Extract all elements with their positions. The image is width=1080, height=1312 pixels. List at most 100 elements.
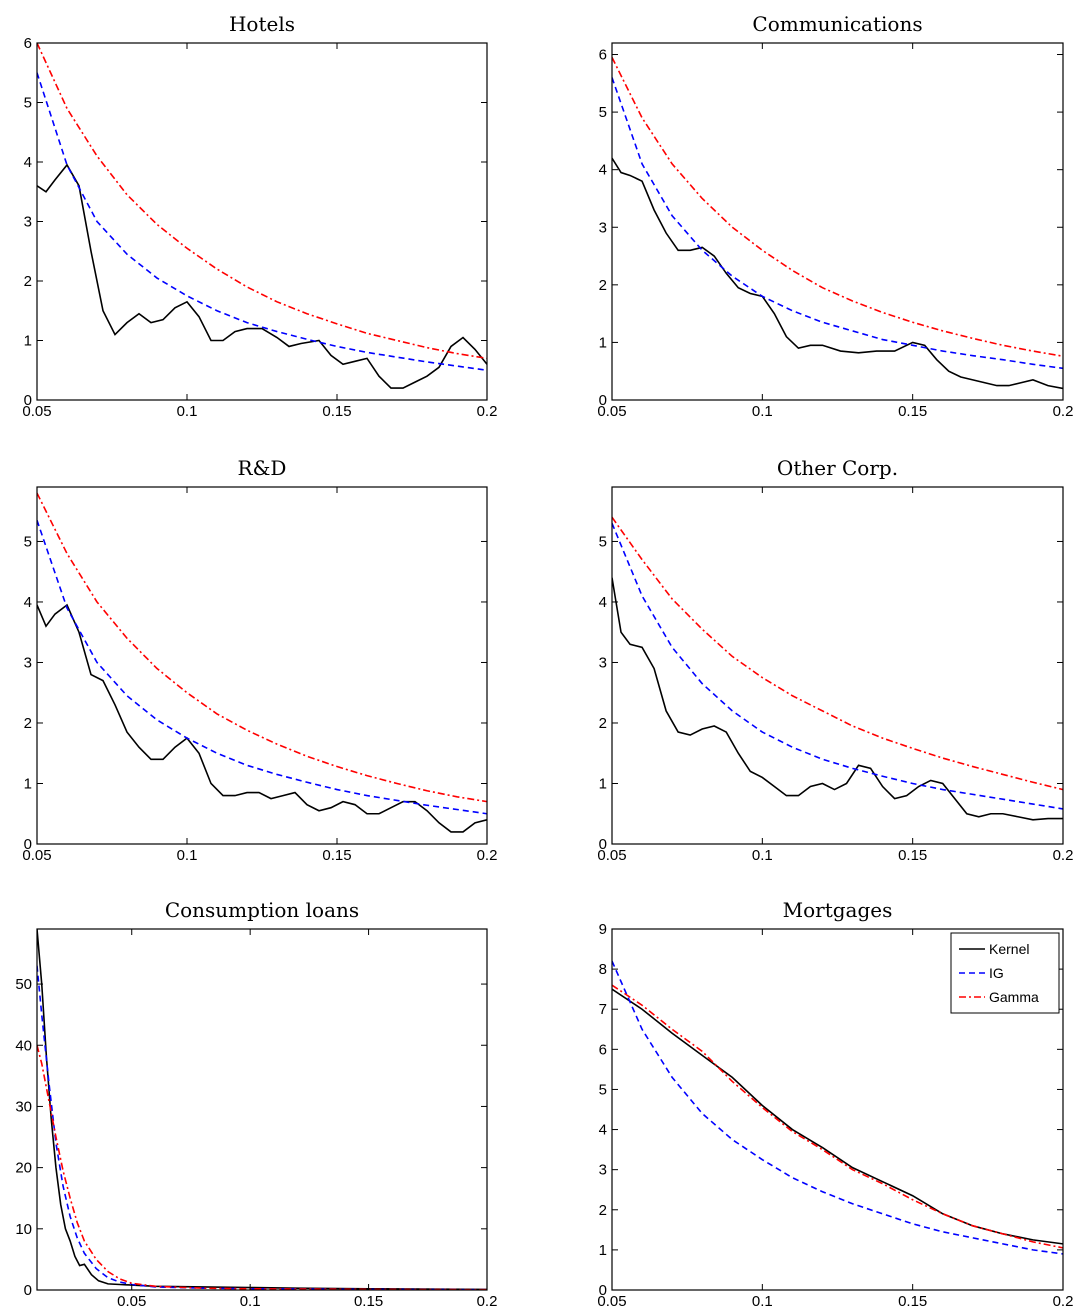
gamma-series-line — [612, 57, 1063, 358]
panel-title: R&D — [238, 456, 287, 480]
ig-series-line — [37, 72, 487, 372]
ig-series-line — [612, 960, 1063, 1255]
gamma-series-line — [37, 43, 487, 360]
y-tick-label: 2 — [24, 715, 32, 732]
y-tick-label: 6 — [599, 1041, 607, 1058]
y-tick-label: 4 — [599, 594, 607, 611]
y-tick-label: 4 — [599, 1122, 607, 1139]
x-tick-label: 0.05 — [597, 403, 626, 420]
y-tick-label: 2 — [599, 715, 607, 732]
x-tick-label: 0.05 — [22, 403, 51, 420]
legend: Kernel IG Gamma — [950, 932, 1060, 1014]
x-tick-label: 0.05 — [597, 847, 626, 864]
y-tick-label: 1 — [24, 775, 32, 792]
legend-label-ig: IG — [989, 965, 1004, 981]
y-tick-label: 5 — [24, 95, 32, 112]
y-tick-label: 4 — [24, 594, 32, 611]
gamma-series-line — [37, 492, 487, 803]
x-tick-label: 0.1 — [752, 403, 773, 420]
x-tick-label: 0.15 — [898, 847, 927, 864]
y-tick-label: 3 — [599, 654, 607, 671]
panel-title: Communications — [752, 12, 922, 36]
x-tick-label: 0.1 — [177, 847, 198, 864]
x-tick-label: 0.2 — [477, 847, 498, 864]
y-tick-label: 0 — [24, 1282, 32, 1299]
axes-box — [36, 486, 488, 845]
y-tick-label: 2 — [24, 273, 32, 290]
x-tick-label: 0.2 — [477, 1293, 498, 1310]
y-tick-label: 20 — [15, 1160, 32, 1177]
panel-6: Mortgages 0.05 0.1 0.15 0.2 0 1 2 3 4 5 6 7 8 9 — [597, 898, 1073, 1310]
kernel-series-line — [37, 929, 487, 1290]
y-tick-label: 9 — [599, 921, 607, 938]
y-tick-label: 5 — [24, 533, 32, 550]
y-tick-label: 8 — [599, 961, 607, 978]
y-tick-label: 2 — [599, 1202, 607, 1219]
x-tick-label: 0.1 — [177, 403, 198, 420]
y-tick-label: 0 — [599, 1282, 607, 1299]
panel-title: Mortgages — [783, 898, 893, 922]
y-tick-label: 2 — [599, 277, 607, 294]
panel-1: Hotels 0.05 0.1 0.15 0.2 0 1 2 3 4 5 6 — [22, 12, 497, 420]
panel-2: Communications 0.05 0.1 0.15 0.2 0 1 2 3 4 5 6 — [597, 12, 1073, 420]
x-tick-label: 0.15 — [898, 403, 927, 420]
y-tick-label: 1 — [599, 1242, 607, 1259]
y-tick-label: 40 — [15, 1037, 32, 1054]
kernel-series-line — [612, 988, 1063, 1245]
y-tick-label: 0 — [599, 392, 607, 409]
y-tick-label: 6 — [24, 35, 32, 52]
x-tick-label: 0.15 — [898, 1293, 927, 1310]
x-tick-label: 0.05 — [22, 847, 51, 864]
y-tick-label: 6 — [599, 47, 607, 64]
x-tick-label: 0.05 — [597, 1293, 626, 1310]
ig-series-line — [612, 77, 1063, 370]
gamma-series-line — [37, 1045, 487, 1290]
x-tick-label: 0.15 — [354, 1293, 383, 1310]
gamma-series-line — [612, 516, 1063, 791]
kernel-series-line — [37, 603, 487, 833]
ig-series-line — [37, 965, 487, 1290]
x-tick-label: 0.1 — [752, 847, 773, 864]
y-tick-label: 1 — [599, 775, 607, 792]
y-tick-label: 4 — [24, 154, 32, 171]
panel-4: Other Corp. 0.05 0.1 0.15 0.2 0 1 2 3 4 5 — [597, 456, 1073, 864]
y-tick-label: 3 — [24, 214, 32, 231]
y-tick-label: 0 — [24, 392, 32, 409]
y-tick-label: 5 — [599, 1081, 607, 1098]
axes-box — [611, 486, 1064, 845]
axes-box — [611, 928, 1064, 1291]
legend-label-gamma: Gamma — [989, 989, 1039, 1005]
x-tick-label: 0.05 — [117, 1293, 146, 1310]
y-tick-label: 10 — [15, 1221, 32, 1238]
legend-label-kernel: Kernel — [989, 941, 1029, 957]
y-tick-label: 4 — [599, 162, 607, 179]
panel-title: Hotels — [229, 12, 295, 36]
y-tick-label: 5 — [599, 533, 607, 550]
ig-series-line — [612, 523, 1063, 810]
y-tick-label: 50 — [15, 976, 32, 993]
y-tick-label: 0 — [599, 836, 607, 853]
y-tick-label: 5 — [599, 104, 607, 121]
kernel-series-line — [37, 163, 487, 389]
y-tick-label: 7 — [599, 1001, 607, 1018]
x-tick-label: 0.15 — [322, 847, 351, 864]
y-tick-label: 1 — [24, 333, 32, 350]
x-tick-label: 0.1 — [752, 1293, 773, 1310]
axes-box — [36, 928, 488, 1291]
ig-series-line — [37, 520, 487, 815]
y-tick-label: 3 — [24, 654, 32, 671]
kernel-series-line — [612, 577, 1063, 821]
kernel-series-line — [612, 157, 1063, 390]
x-tick-label: 0.2 — [1053, 847, 1074, 864]
panel-5: Consumption loans 0.05 0.1 0.15 0.2 0 10 20 30 40… — [15, 898, 497, 1310]
panel-title: Other Corp. — [777, 456, 898, 480]
x-tick-label: 0.2 — [1053, 403, 1074, 420]
x-tick-label: 0.2 — [1053, 1293, 1074, 1310]
gamma-series-line — [612, 984, 1063, 1249]
x-tick-label: 0.1 — [240, 1293, 261, 1310]
panel-title: Consumption loans — [165, 898, 359, 922]
axes-box — [611, 42, 1064, 401]
y-tick-label: 1 — [599, 334, 607, 351]
y-tick-label: 3 — [599, 219, 607, 236]
